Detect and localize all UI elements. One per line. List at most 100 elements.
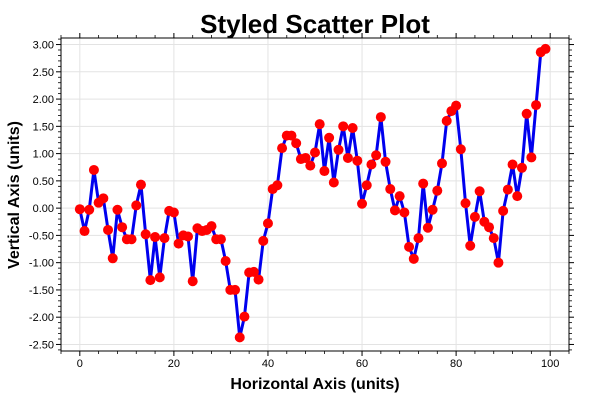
data-point [328,177,339,188]
data-point [126,234,137,245]
y-tick-label: 0.50 [33,176,54,188]
data-point [239,311,250,322]
data-point [455,144,466,155]
y-tick-label: 0.00 [33,203,54,215]
x-tick-label: 100 [541,358,559,370]
data-point [173,238,184,249]
data-point [262,218,273,229]
x-tick-label: 80 [450,358,462,370]
x-tick-label: 20 [168,358,180,370]
x-axis-label: Horizontal Axis (units) [230,376,399,393]
data-point [507,159,518,170]
data-point [432,185,443,196]
data-point [319,166,330,177]
data-point [300,152,311,163]
data-point [324,132,335,143]
data-point [117,222,128,233]
data-point [74,204,85,215]
data-point [215,234,226,245]
plot-frame [60,37,570,352]
data-point [342,152,353,163]
y-tick-label: -1.50 [29,285,54,297]
data-point [277,143,288,154]
data-point [469,211,480,222]
x-tick-label: 40 [262,358,274,370]
data-point [488,233,499,244]
data-point [248,266,259,277]
data-point [394,191,405,202]
x-tick-label: 0 [77,358,83,370]
data-point [502,184,513,195]
data-point [408,253,419,264]
data-point [441,115,452,126]
data-point [531,100,542,111]
data-point [145,275,156,286]
data-point [305,160,316,171]
axis-ticks: 0 20 40 60 80 100 -2.50 -2.00 -1.50 -1.00 -0.50 0.0… [29,33,574,370]
series [74,43,551,343]
y-tick-label: 1.00 [33,149,54,161]
data-point [422,222,433,233]
chart-title: Styled Scatter Plot [200,9,430,39]
data-point [366,159,377,170]
data-point [88,164,99,175]
data-point [413,233,424,244]
data-point [484,222,495,233]
data-point [437,158,447,169]
data-point [380,156,391,167]
y-tick-label: -0.50 [29,230,54,242]
data-point [385,184,396,195]
y-tick-label: 2.50 [33,67,54,79]
data-point [540,43,551,54]
y-tick-label: 3.00 [33,40,54,52]
data-point [347,122,358,133]
data-point [357,198,368,209]
data-point [371,150,382,161]
data-point [220,256,231,267]
data-point [234,332,245,343]
data-point [310,147,320,158]
data-point [230,284,241,295]
data-point [140,229,151,240]
data-point [168,207,179,218]
y-tick-label: -1.00 [29,258,54,270]
data-point [107,253,118,264]
data-point [338,121,349,132]
data-point [361,180,372,191]
data-point [286,130,297,141]
data-point [512,191,523,202]
data-point [98,193,109,204]
data-point [474,186,485,197]
data-point [516,162,527,173]
data-point [150,232,161,243]
y-tick-label: 2.00 [33,94,54,106]
y-tick-label: -2.50 [29,339,54,351]
data-point [498,205,509,216]
data-point [333,144,344,155]
series-line [78,47,547,339]
data-point [187,276,198,287]
data-point [291,138,302,149]
data-point [314,119,325,130]
data-point [103,224,114,235]
data-point [84,204,95,215]
data-point [352,155,363,166]
data-point [404,241,415,252]
data-point [465,240,476,251]
data-point [112,204,123,215]
data-point [258,235,269,246]
data-point [451,100,462,111]
data-point [131,200,142,211]
data-point [389,205,400,216]
data-point [521,108,532,119]
data-point [399,207,410,218]
y-tick-label: -2.00 [29,312,54,324]
data-point [460,198,471,209]
data-point [427,204,438,215]
y-tick-label: 1.50 [33,121,54,133]
data-point [154,272,165,283]
data-point [253,274,264,285]
x-tick-label: 60 [356,358,368,370]
data-point [183,231,193,242]
